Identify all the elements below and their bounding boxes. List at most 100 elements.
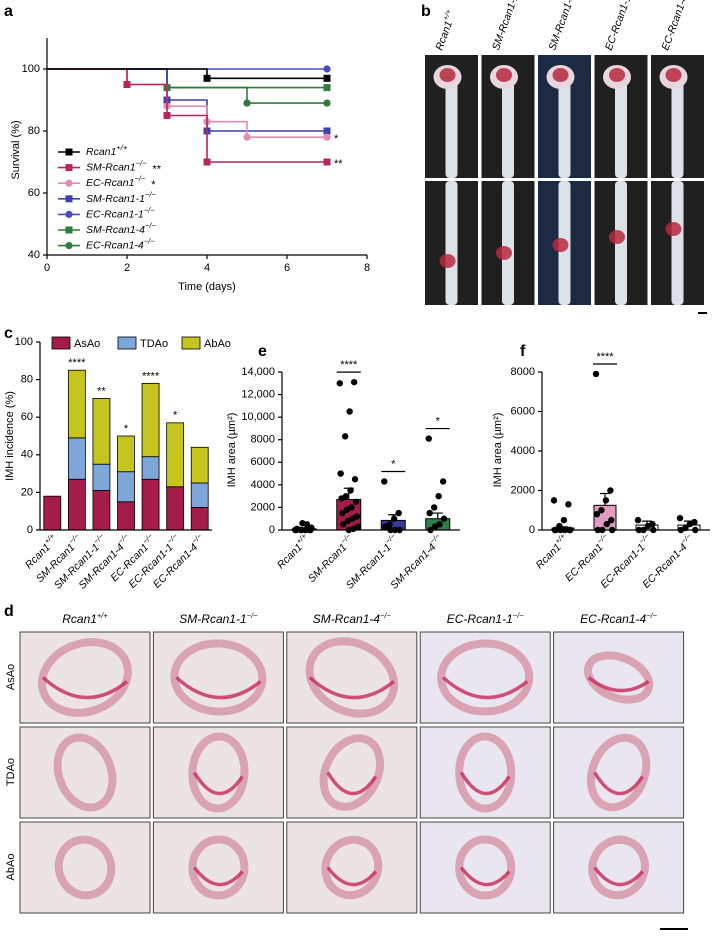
data-point bbox=[341, 433, 349, 440]
y-tick-label: 6000 bbox=[511, 405, 535, 417]
legend-significance: * bbox=[151, 179, 156, 191]
data-point bbox=[607, 487, 614, 494]
y-tick-label: 60 bbox=[28, 187, 40, 199]
y-tick-label: 40 bbox=[28, 249, 40, 261]
data-point bbox=[644, 522, 652, 530]
hemorrhage bbox=[326, 866, 378, 887]
panel-label: d bbox=[4, 603, 14, 620]
data-point bbox=[352, 498, 360, 505]
legend-swatch bbox=[51, 336, 71, 350]
y-tick-label: 100 bbox=[22, 63, 40, 75]
y-tick-label: 2000 bbox=[251, 501, 275, 513]
data-point bbox=[440, 515, 448, 522]
y-tick-label: 4000 bbox=[251, 479, 275, 491]
section-image bbox=[419, 726, 551, 819]
column-label: Rcan1+/+ bbox=[62, 611, 108, 626]
hemorrhage bbox=[552, 68, 569, 82]
marker bbox=[323, 158, 331, 166]
legend-label: EC-Rcan1-1−/− bbox=[86, 205, 155, 220]
aorta bbox=[502, 69, 514, 178]
data-point bbox=[430, 504, 438, 511]
bar-segment bbox=[117, 501, 135, 531]
panel-label: c bbox=[4, 325, 13, 342]
x-axis-label: Time (days) bbox=[178, 281, 236, 293]
hemorrhage bbox=[593, 771, 645, 796]
vessel-wall bbox=[321, 835, 383, 900]
legend-marker bbox=[65, 242, 73, 250]
data-point bbox=[439, 478, 447, 485]
section-image bbox=[553, 821, 685, 914]
significance: ** bbox=[334, 158, 343, 170]
vessel-wall bbox=[437, 639, 534, 716]
hemorrhage bbox=[175, 676, 262, 700]
x-tick-label: Rcan1+/+ bbox=[273, 531, 313, 571]
x-tick-label: 0 bbox=[44, 262, 50, 274]
marker bbox=[203, 158, 211, 166]
legend-label: AsAo bbox=[74, 338, 100, 350]
aorta bbox=[615, 69, 627, 178]
x-tick-label: SM-Rcan1-4−/− bbox=[386, 531, 446, 591]
marker bbox=[203, 74, 211, 82]
legend-swatch bbox=[117, 336, 137, 350]
legend-label: EC-Rcan1−/− bbox=[86, 174, 146, 189]
data-point bbox=[338, 495, 345, 502]
section-image bbox=[286, 821, 418, 914]
y-tick-label: 100 bbox=[15, 336, 33, 348]
data-point bbox=[593, 511, 601, 518]
significance: ** bbox=[97, 385, 106, 397]
legend-label: Rcan1+/+ bbox=[86, 143, 128, 158]
vessel-wall bbox=[319, 734, 384, 811]
hemorrhage bbox=[41, 676, 129, 700]
vessel-wall bbox=[38, 638, 132, 717]
hemorrhage bbox=[496, 246, 512, 260]
hemorrhage bbox=[496, 68, 512, 82]
significance: * bbox=[391, 458, 396, 470]
data-point bbox=[347, 487, 354, 494]
hemorrhage bbox=[439, 68, 456, 82]
hemorrhage bbox=[665, 68, 682, 82]
aorta bbox=[502, 181, 514, 305]
data-point bbox=[598, 507, 605, 514]
vessel-wall bbox=[170, 639, 267, 716]
y-tick-label: 60 bbox=[21, 411, 33, 423]
data-point bbox=[350, 378, 358, 386]
significance: * bbox=[436, 415, 441, 427]
vessel-wall bbox=[188, 732, 249, 813]
row-label: AbAo bbox=[5, 854, 17, 881]
x-tick-label: 4 bbox=[204, 262, 210, 274]
y-tick-label: 10,000 bbox=[241, 411, 275, 423]
legend-label: SM-Rcan1-1−/− bbox=[86, 190, 156, 205]
survival-line bbox=[47, 68, 327, 104]
data-point bbox=[560, 516, 568, 524]
legend-marker bbox=[65, 210, 73, 218]
data-point bbox=[602, 497, 610, 504]
hemorrhage bbox=[459, 866, 511, 887]
data-point bbox=[351, 476, 359, 483]
data-point bbox=[592, 370, 600, 378]
hemorrhage bbox=[442, 676, 529, 700]
hemorrhage bbox=[593, 866, 644, 887]
vessel-wall bbox=[455, 732, 516, 813]
bar-segment bbox=[190, 482, 209, 508]
vessel-wall bbox=[53, 733, 117, 812]
legend-marker bbox=[65, 226, 73, 234]
marker bbox=[323, 65, 331, 73]
panel-label: f bbox=[520, 343, 526, 360]
data-point bbox=[550, 497, 558, 504]
legend-swatch bbox=[181, 336, 201, 350]
x-tick-label: 8 bbox=[364, 262, 370, 274]
data-point bbox=[676, 514, 684, 522]
legend-label: SM-Rcan1−/− bbox=[86, 159, 147, 174]
column-label: SM-Rcan1-1−/− bbox=[179, 611, 258, 626]
data-point bbox=[336, 380, 343, 387]
bar-segment bbox=[166, 486, 185, 531]
legend-significance: ** bbox=[152, 164, 161, 176]
legend-label: SM-Rcan1-4−/− bbox=[86, 221, 156, 236]
vessel-wall bbox=[583, 651, 654, 704]
y-axis-label: IMH area (µm²) bbox=[492, 413, 504, 488]
legend-marker bbox=[65, 195, 73, 203]
column-label: SM-Rcan1-4−/− bbox=[544, 0, 582, 52]
y-tick-label: 8000 bbox=[251, 434, 275, 446]
legend-marker bbox=[65, 179, 73, 187]
